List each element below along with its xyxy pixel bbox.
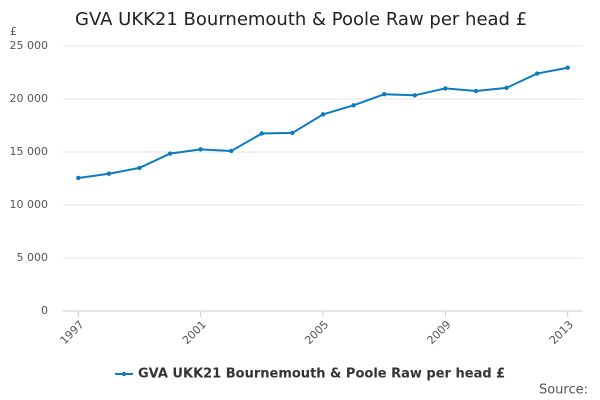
point <box>504 85 509 91</box>
y-axis-label: £ <box>10 25 17 38</box>
point <box>259 131 265 136</box>
point <box>167 151 173 156</box>
point <box>443 86 448 91</box>
chart-title: GVA UKK21 Bournemouth & Poole Raw per he… <box>75 9 527 30</box>
y-tick-label: 20 000 <box>10 92 49 105</box>
point <box>412 93 417 98</box>
point <box>76 175 81 181</box>
x-tick-label: 2005 <box>302 318 331 347</box>
x-tick-label: 1997 <box>58 318 87 347</box>
point <box>106 171 112 176</box>
y-tick-label: 10 000 <box>10 198 49 211</box>
y-tick-label: 0 <box>41 304 48 317</box>
y-tick-label: 25 000 <box>10 39 49 52</box>
x-tick-label: 2001 <box>180 318 209 347</box>
series-line <box>78 66 568 179</box>
y-tick-label: 15 000 <box>10 145 49 158</box>
point <box>290 130 295 136</box>
point <box>229 148 234 154</box>
point <box>137 165 142 171</box>
x-tick-label: 2013 <box>547 318 576 347</box>
point <box>381 92 387 97</box>
source: Source: <box>539 383 588 398</box>
point <box>198 147 203 152</box>
y-tick-label: 5 000 <box>17 251 49 264</box>
point <box>565 65 570 70</box>
point <box>320 112 326 117</box>
point <box>534 71 540 76</box>
x-tick-label: 2009 <box>425 318 454 347</box>
point <box>351 103 356 108</box>
legend-marker <box>121 371 127 377</box>
legend-label: GVA UKK21 Bournemouth & Poole Raw per he… <box>138 367 505 382</box>
point <box>473 88 479 94</box>
